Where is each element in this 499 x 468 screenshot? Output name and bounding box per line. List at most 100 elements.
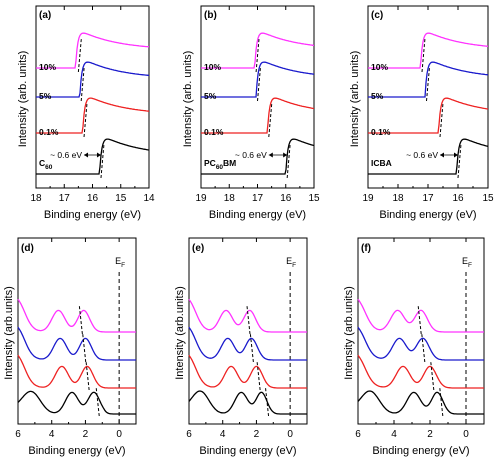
spectrum-line-10% bbox=[188, 298, 307, 333]
series-label: 10% bbox=[204, 62, 221, 72]
x-tick-label: 17 bbox=[422, 193, 434, 204]
x-tick-label: 14 bbox=[143, 193, 155, 204]
x-tick-label: 4 bbox=[49, 429, 55, 440]
shift-annotation: ~ 0.6 eV bbox=[50, 150, 82, 160]
cutoff-marker bbox=[457, 143, 462, 179]
arrow-head-left bbox=[84, 152, 89, 158]
spectrum-line-0.1% bbox=[36, 97, 150, 134]
x-tick-label: 0 bbox=[463, 429, 469, 440]
sample-label: PC60BM bbox=[204, 158, 236, 171]
spectrum-line-C60 bbox=[36, 138, 150, 175]
arrow-head-right bbox=[283, 152, 288, 158]
panel-tag: (f) bbox=[361, 243, 371, 254]
x-tick-label: 4 bbox=[220, 429, 226, 440]
panel-f: 6 4 2 0 Binding energy (eV) Intensity (arb.un… bbox=[343, 237, 485, 457]
cutoff-marker bbox=[255, 37, 260, 73]
x-tick-label: 19 bbox=[362, 193, 374, 204]
fermi-level-label: EF bbox=[462, 256, 472, 269]
cutoff-marker bbox=[268, 102, 273, 138]
x-tick-label: 18 bbox=[224, 193, 236, 204]
spectrum-line-C60 bbox=[17, 390, 136, 415]
x-axis-title: Binding energy (eV) bbox=[379, 209, 476, 221]
series-label: 5% bbox=[39, 91, 52, 101]
arrow-head-left bbox=[268, 152, 273, 158]
series-label: 10% bbox=[39, 62, 56, 72]
series-label: 0.1% bbox=[39, 127, 59, 137]
y-axis-title: Intensity (arb. units) bbox=[17, 51, 29, 148]
arrow-head-left bbox=[440, 152, 444, 158]
x-tick-label: 17 bbox=[59, 193, 71, 204]
spectrum-line-10% bbox=[357, 298, 484, 333]
x-tick-label: 2 bbox=[254, 429, 260, 440]
cutoff-marker bbox=[426, 66, 430, 102]
spectrum-line-10% bbox=[201, 32, 315, 69]
y-axis-title: Intensity (arb.units) bbox=[174, 286, 186, 380]
fermi-level-label: EF bbox=[115, 256, 125, 269]
x-tick-label: 4 bbox=[391, 429, 397, 440]
x-tick-label: 18 bbox=[392, 193, 404, 204]
plot-frame bbox=[188, 237, 308, 425]
x-tick-label: 17 bbox=[252, 193, 264, 204]
y-axis-title: Intensity (arb. units) bbox=[182, 51, 194, 148]
shift-annotation: ~ 0.6 eV bbox=[406, 150, 438, 160]
spectrum-line-5% bbox=[36, 61, 150, 98]
homo-marker bbox=[78, 305, 83, 335]
panel-tag: (a) bbox=[39, 10, 51, 21]
cutoff-marker bbox=[257, 66, 261, 102]
arrow-head-right bbox=[454, 152, 458, 158]
sample-label: ICBA bbox=[371, 158, 392, 168]
spectrum-line-5% bbox=[201, 61, 315, 98]
x-tick-label: 6 bbox=[186, 429, 192, 440]
x-tick-label: 19 bbox=[195, 193, 207, 204]
series-label: 5% bbox=[204, 91, 217, 101]
spectrum-line-ICBA bbox=[368, 138, 489, 175]
x-tick-label: 15 bbox=[115, 193, 127, 204]
y-axis-title: Intensity (arb.units) bbox=[343, 286, 355, 380]
spectrum-line-PC60BM bbox=[188, 390, 307, 415]
y-axis-title: Intensity (arb. units) bbox=[349, 51, 361, 148]
spectrum-line-PC60BM bbox=[201, 138, 315, 175]
series-label: 5% bbox=[371, 91, 384, 101]
panel-tag: (c) bbox=[371, 10, 383, 21]
spectrum-line-10% bbox=[36, 32, 150, 69]
x-axis-title: Binding energy (eV) bbox=[44, 209, 141, 221]
spectrum-line-10% bbox=[368, 32, 489, 69]
x-axis-title: Binding energy (eV) bbox=[199, 445, 296, 457]
x-tick-label: 16 bbox=[280, 193, 292, 204]
shift-annotation: ~ 0.6 eV bbox=[235, 150, 267, 160]
x-tick-label: 0 bbox=[287, 429, 293, 440]
spectrum-line-0.1% bbox=[357, 354, 484, 389]
x-tick-label: 0 bbox=[116, 429, 122, 440]
cutoff-marker bbox=[77, 37, 82, 73]
x-tick-label: 6 bbox=[15, 429, 21, 440]
arrow-head-right bbox=[96, 152, 101, 158]
fermi-level-label: EF bbox=[286, 256, 296, 269]
panel-e: 6 4 2 0 Binding energy (eV) Intensity (arb.un… bbox=[174, 237, 308, 457]
spectrum-line-10% bbox=[17, 298, 136, 333]
homo-marker bbox=[439, 387, 444, 417]
x-axis-title: Binding energy (eV) bbox=[28, 445, 125, 457]
spectrum-line-0.1% bbox=[368, 97, 489, 134]
spectrum-line-5% bbox=[357, 326, 484, 361]
series-label: 0.1% bbox=[371, 127, 391, 137]
cutoff-marker bbox=[80, 66, 85, 102]
x-tick-label: 2 bbox=[83, 429, 89, 440]
cutoff-marker bbox=[421, 37, 426, 73]
x-tick-label: 18 bbox=[30, 193, 42, 204]
panel-tag: (b) bbox=[204, 10, 217, 21]
x-tick-label: 15 bbox=[308, 193, 320, 204]
x-tick-label: 15 bbox=[482, 193, 494, 204]
spectrum-line-ICBA bbox=[357, 390, 484, 415]
cutoff-marker bbox=[100, 143, 105, 179]
spectrum-line-5% bbox=[368, 61, 489, 98]
panel-d: 6 4 2 0 Binding energy (eV) Intensity (arb.un… bbox=[3, 237, 137, 457]
x-tick-label: 2 bbox=[427, 429, 433, 440]
x-tick-label: 16 bbox=[87, 193, 99, 204]
x-tick-label: 16 bbox=[452, 193, 464, 204]
x-axis-title: Binding energy (eV) bbox=[209, 209, 306, 221]
y-axis-title: Intensity (arb.units) bbox=[3, 286, 15, 380]
x-tick-label: 6 bbox=[355, 429, 361, 440]
spectrum-line-0.1% bbox=[188, 354, 307, 389]
